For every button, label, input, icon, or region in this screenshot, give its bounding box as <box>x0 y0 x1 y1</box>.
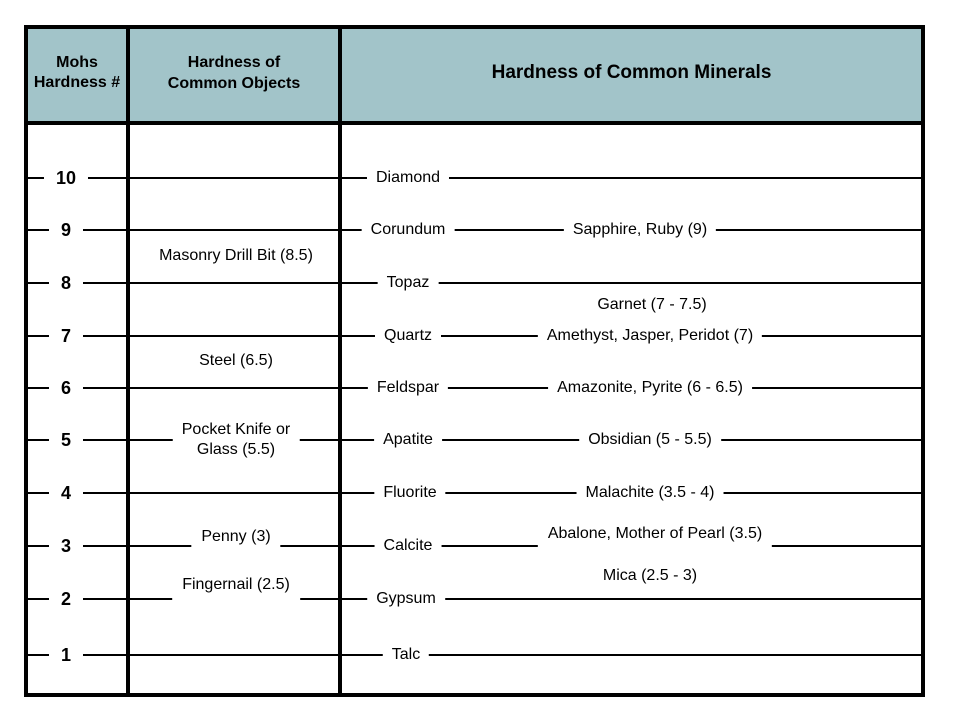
scale-number-7: 7 <box>48 326 84 346</box>
table-outer-border <box>24 25 925 697</box>
mineral-fluorite: Fluorite <box>374 482 446 504</box>
level-line-8-col3 <box>342 282 921 284</box>
example-amethyst-jasper-peridot: Amethyst, Jasper, Peridot (7) <box>537 325 763 347</box>
header-hardness-common-minerals: Hardness of Common Minerals <box>491 62 772 83</box>
level-line-2-col3 <box>342 598 921 600</box>
object-masonry-drill-bit: Masonry Drill Bit (8.5) <box>159 247 313 264</box>
mineral-talc: Talc <box>382 644 430 666</box>
column-divider-objects-minerals <box>338 25 342 697</box>
level-line-9-col2 <box>130 229 338 231</box>
level-line-4-col2 <box>130 492 338 494</box>
mineral-corundum: Corundum <box>361 219 455 241</box>
scale-number-10: 10 <box>43 168 89 188</box>
mineral-apatite: Apatite <box>374 429 442 451</box>
scale-number-9: 9 <box>48 220 84 240</box>
example-sapphire-ruby: Sapphire, Ruby (9) <box>563 219 717 241</box>
header-mohs-hardness-number: Mohs Hardness # <box>33 54 121 91</box>
example-abalone-mother-of-pearl: Abalone, Mother of Pearl (3.5) <box>537 524 773 558</box>
example-malachite: Malachite (3.5 - 4) <box>576 482 724 504</box>
object-pocket-knife-or-glass: Pocket Knife or Glass (5.5) <box>172 419 300 461</box>
scale-number-4: 4 <box>48 483 84 503</box>
header-bottom-border <box>24 121 925 125</box>
level-line-1-col3 <box>342 654 921 656</box>
scale-number-3: 3 <box>48 536 84 556</box>
object-fingernail: Fingernail (2.5) <box>172 575 300 609</box>
mineral-feldspar: Feldspar <box>367 377 449 399</box>
header-hardness-common-objects: Hardness of Common Objects <box>130 29 338 117</box>
scale-number-6: 6 <box>48 378 84 398</box>
example-mica: Mica (2.5 - 3) <box>602 567 698 584</box>
level-line-10-col3 <box>342 177 921 179</box>
mineral-quartz: Quartz <box>374 325 442 347</box>
mineral-gypsum: Gypsum <box>367 588 445 610</box>
column-divider-numbers-objects <box>126 25 130 697</box>
example-obsidian: Obsidian (5 - 5.5) <box>579 429 721 451</box>
mineral-topaz: Topaz <box>377 272 439 294</box>
object-steel: Steel (6.5) <box>199 352 273 369</box>
scale-number-5: 5 <box>48 430 84 450</box>
level-line-10-col2 <box>130 177 338 179</box>
example-garnet: Garnet (7 - 7.5) <box>597 296 707 313</box>
mineral-calcite: Calcite <box>374 535 442 557</box>
level-line-8-col2 <box>130 282 338 284</box>
header-row-background <box>24 25 925 121</box>
example-amazonite-pyrite: Amazonite, Pyrite (6 - 6.5) <box>548 377 752 399</box>
object-penny: Penny (3) <box>191 527 281 561</box>
header-hardness-common-objects-text: Hardness of Common Objects <box>167 54 301 92</box>
level-line-6-col2 <box>130 387 338 389</box>
scale-number-1: 1 <box>48 645 84 665</box>
scale-number-2: 2 <box>48 589 84 609</box>
scale-number-8: 8 <box>48 273 84 293</box>
level-line-7-col2 <box>130 335 338 337</box>
level-line-1-col2 <box>130 654 338 656</box>
mineral-diamond: Diamond <box>366 167 450 189</box>
